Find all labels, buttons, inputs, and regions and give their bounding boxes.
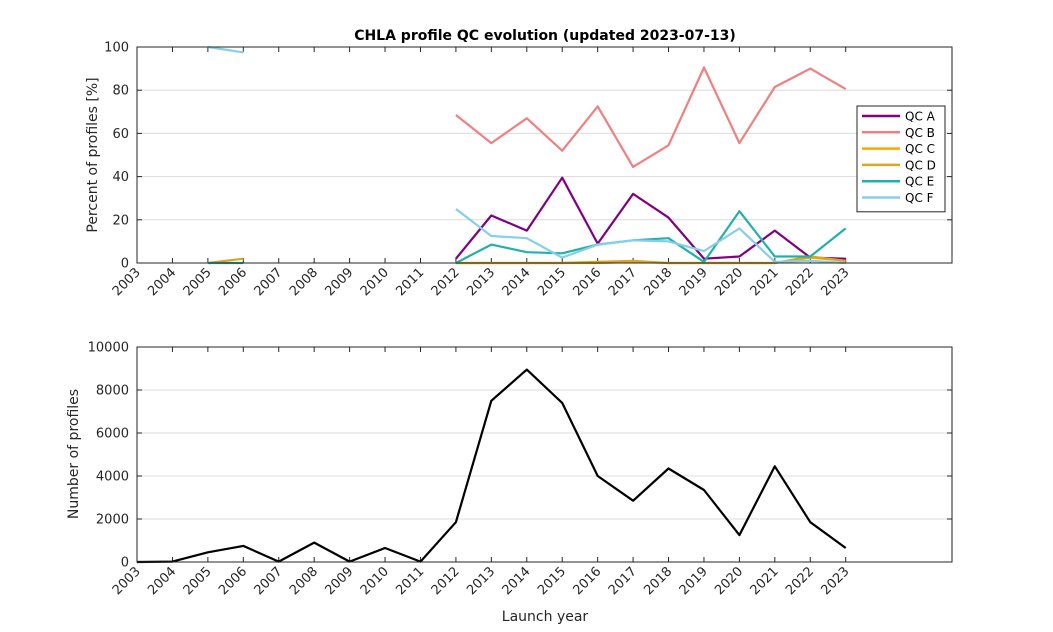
top-x-tick-label: 2018 (641, 265, 675, 299)
top-x-tick-label: 2004 (145, 265, 179, 299)
top-x-tick-label: 2015 (535, 265, 569, 299)
bottom-x-tick-label: 2015 (535, 564, 569, 598)
qc-percent-plot: 0 20 40 60 80 100 2003 2004 2005 2006 2007 2008 2009… (104, 41, 953, 299)
top-x-tick-label: 2003 (110, 265, 144, 299)
bottom-x-tick-label: 2012 (429, 564, 463, 598)
top-x-tick-label: 2009 (322, 265, 356, 299)
bottom-x-tick-label: 2019 (677, 564, 711, 598)
legend-label-qc-f: QC F (905, 191, 934, 205)
bottom-series-line-count (136, 368, 847, 564)
top-x-tick-label: 2013 (464, 265, 498, 299)
top-x-tick-label: 2007 (252, 265, 286, 299)
bottom-x-axis-label: Launch year (502, 609, 589, 625)
legend-label-qc-b: QC B (905, 126, 935, 140)
bottom-x-tick-label: 2022 (783, 564, 817, 598)
bottom-y-tick-label: 4000 (96, 470, 129, 485)
top-series-line-qc-a (455, 176, 846, 260)
bottom-x-tick-label: 2023 (819, 564, 853, 598)
bottom-x-tick-label: 2004 (145, 564, 179, 598)
bottom-y-tick-label: 10000 (88, 341, 129, 356)
bottom-axes-frame (136, 346, 953, 563)
top-axes-frame (136, 46, 953, 264)
legend-label-qc-c: QC C (905, 142, 935, 156)
chart-title: CHLA profile QC evolution (updated 2023-… (354, 28, 736, 44)
top-y-axis-label: Percent of profiles [%] (85, 77, 101, 232)
bottom-x-tick-label: 2003 (110, 564, 144, 598)
top-x-tick-label: 2006 (216, 265, 250, 299)
top-x-tick-label: 2019 (677, 265, 711, 299)
top-series-line-qc-f (455, 208, 846, 265)
bottom-x-tick-label: 2017 (606, 564, 640, 598)
top-series-line-qc-b (455, 66, 847, 168)
bottom-x-tick-label: 2014 (500, 564, 534, 598)
top-y-tick-label: 60 (112, 127, 129, 142)
top-y-tick-label: 20 (112, 213, 129, 228)
top-x-tick-label: 2016 (570, 265, 604, 299)
legend: QC A QC B QC C QC D QC E QC F (856, 105, 946, 213)
legend-label-qc-d: QC D (905, 158, 936, 172)
legend-label-qc-e: QC E (905, 175, 934, 189)
legend-box (856, 105, 946, 213)
bottom-y-tick-label: 8000 (96, 384, 129, 399)
top-x-tick-label: 2005 (181, 265, 215, 299)
top-y-tick-label: 80 (112, 84, 129, 99)
top-x-tick-label: 2022 (783, 265, 817, 299)
top-y-tick-label: 0 (121, 257, 129, 272)
bottom-x-tick-label: 2013 (464, 564, 498, 598)
top-y-tick-label: 40 (112, 170, 129, 185)
bottom-x-tick-label: 2020 (712, 564, 746, 598)
bottom-y-axis-label: Number of profiles (66, 389, 82, 519)
top-x-tick-label: 2023 (819, 265, 853, 299)
top-x-tick-label: 2021 (748, 265, 782, 299)
top-series-line-qc-f (207, 45, 244, 54)
bottom-x-tick-label: 2007 (252, 564, 286, 598)
top-y-tick-label: 100 (104, 41, 129, 56)
bottom-x-tick-label: 2011 (393, 564, 427, 598)
bottom-y-tick-label: 0 (121, 556, 129, 571)
bottom-x-tick-label: 2009 (322, 564, 356, 598)
top-x-tick-label: 2012 (429, 265, 463, 299)
legend-label-qc-a: QC A (905, 110, 936, 124)
top-x-tick-label: 2014 (500, 265, 534, 299)
bottom-y-tick-label: 6000 (96, 427, 129, 442)
top-x-tick-label: 2020 (712, 265, 746, 299)
bottom-x-tick-label: 2021 (748, 564, 782, 598)
top-x-tick-label: 2010 (358, 265, 392, 299)
bottom-x-tick-label: 2010 (358, 564, 392, 598)
top-x-tick-label: 2008 (287, 265, 321, 299)
bottom-y-tick-label: 2000 (96, 513, 129, 528)
top-x-tick-label: 2011 (393, 265, 427, 299)
bottom-x-tick-label: 2005 (181, 564, 215, 598)
bottom-x-tick-label: 2006 (216, 564, 250, 598)
bottom-x-tick-label: 2016 (570, 564, 604, 598)
bottom-x-tick-label: 2008 (287, 564, 321, 598)
top-x-tick-label: 2017 (606, 265, 640, 299)
bottom-x-tick-label: 2018 (641, 564, 675, 598)
top-series-line-qc-e (455, 210, 847, 264)
